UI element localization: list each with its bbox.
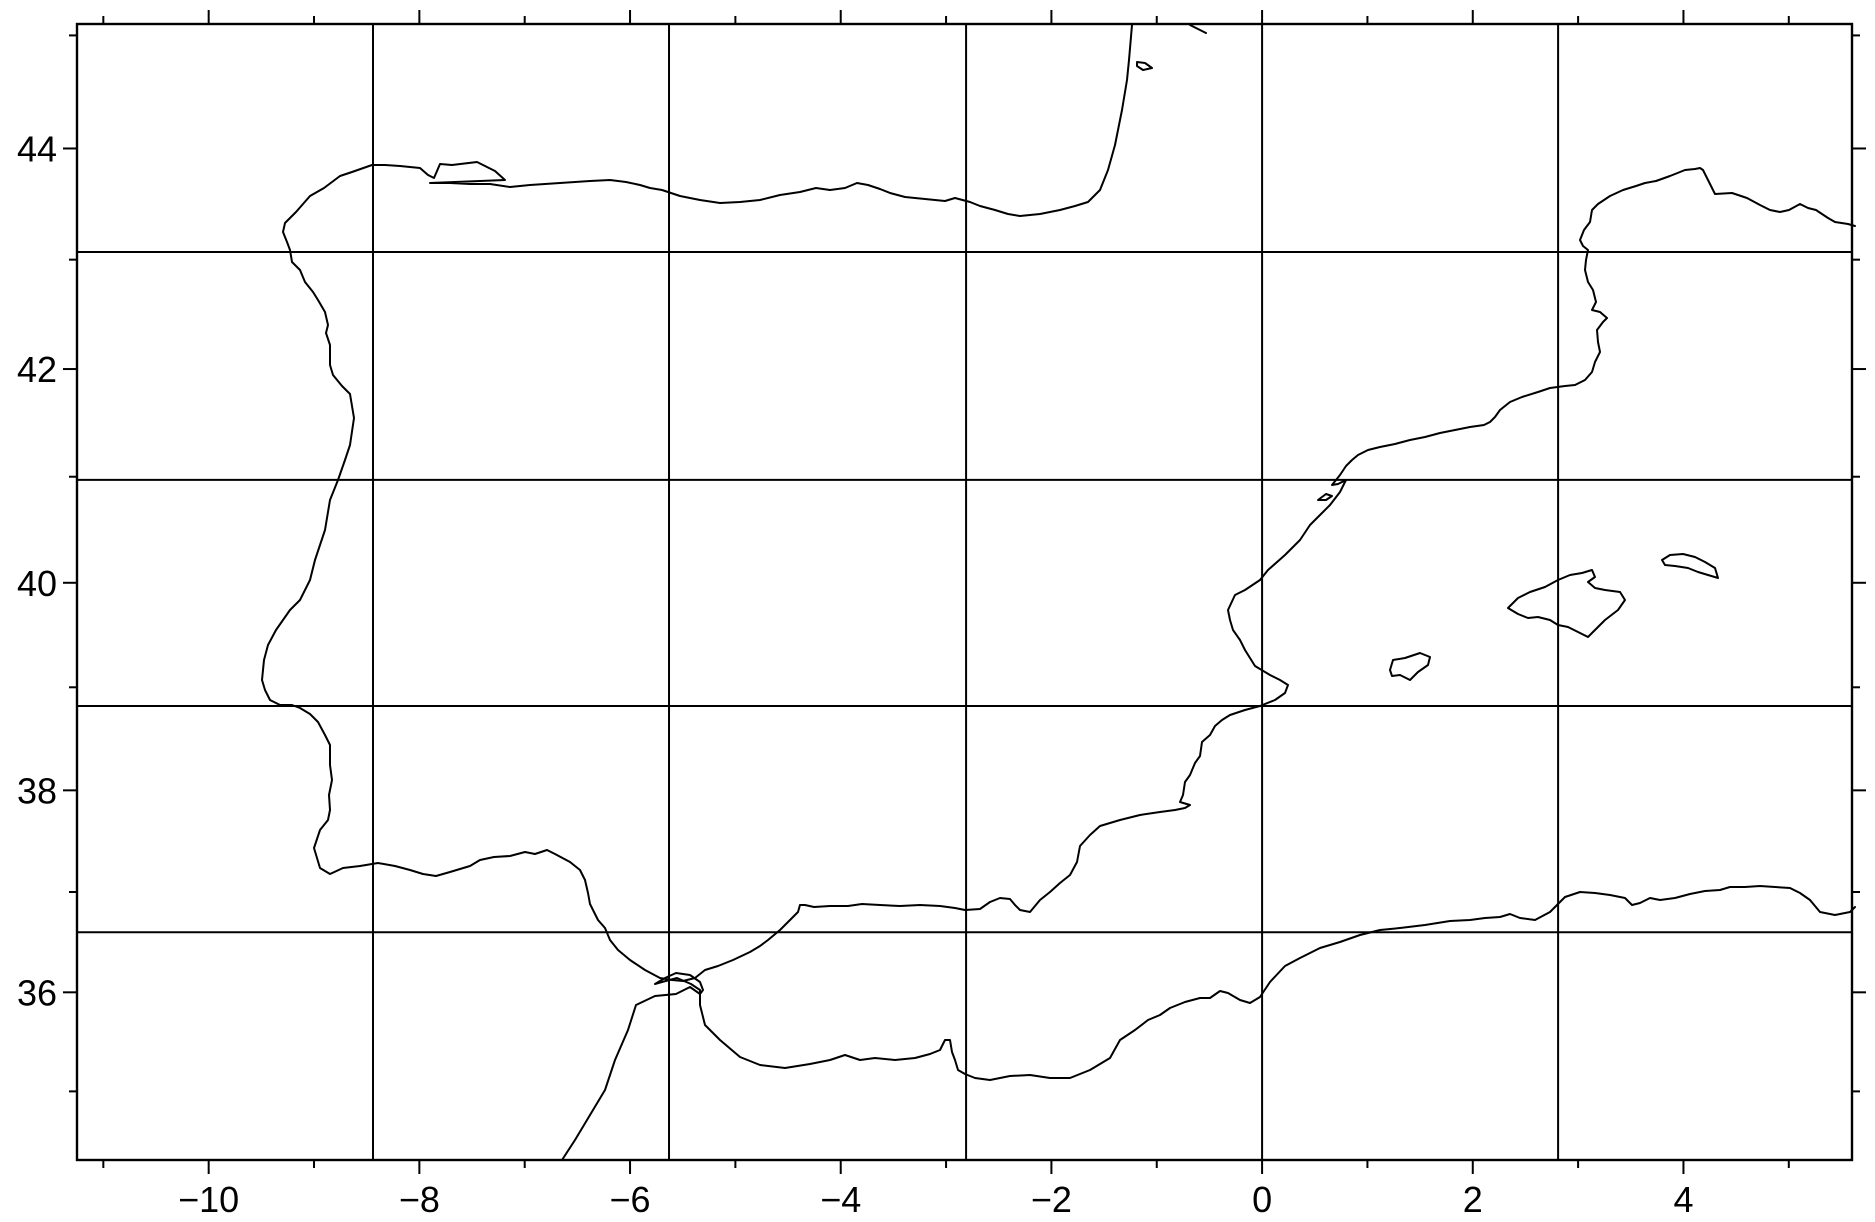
y-tick-label: 40 — [17, 563, 57, 604]
x-tick-label: 0 — [1252, 1179, 1272, 1220]
axis-ticks — [63, 10, 1866, 1174]
africa-coast — [561, 885, 1856, 1161]
mallorca-island — [1507, 569, 1626, 638]
map-frame — [75, 22, 1854, 1162]
x-tick-label: −6 — [610, 1179, 651, 1220]
y-tick-label: 42 — [17, 349, 57, 390]
y-tick-label: 44 — [17, 128, 57, 169]
y-tick-label: 36 — [17, 972, 57, 1013]
x-tick-label: 4 — [1673, 1179, 1693, 1220]
x-tick-label: −10 — [178, 1179, 239, 1220]
x-tick-label: −8 — [399, 1179, 440, 1220]
graticule — [77, 24, 1852, 1160]
x-tick-label: −2 — [1031, 1179, 1072, 1220]
france-coast — [944, 24, 1133, 217]
ibiza-island — [1389, 652, 1431, 681]
menorca-island — [1661, 553, 1719, 579]
east-coast-islet — [1317, 493, 1333, 501]
france-top-fragment — [1189, 24, 1207, 34]
y-tick-label: 38 — [17, 770, 57, 811]
france-islet — [1136, 61, 1153, 71]
x-tick-label: 2 — [1463, 1179, 1483, 1220]
coastlines — [261, 24, 1856, 1161]
iberia-coast — [261, 161, 1856, 982]
x-tick-label: −4 — [820, 1179, 861, 1220]
